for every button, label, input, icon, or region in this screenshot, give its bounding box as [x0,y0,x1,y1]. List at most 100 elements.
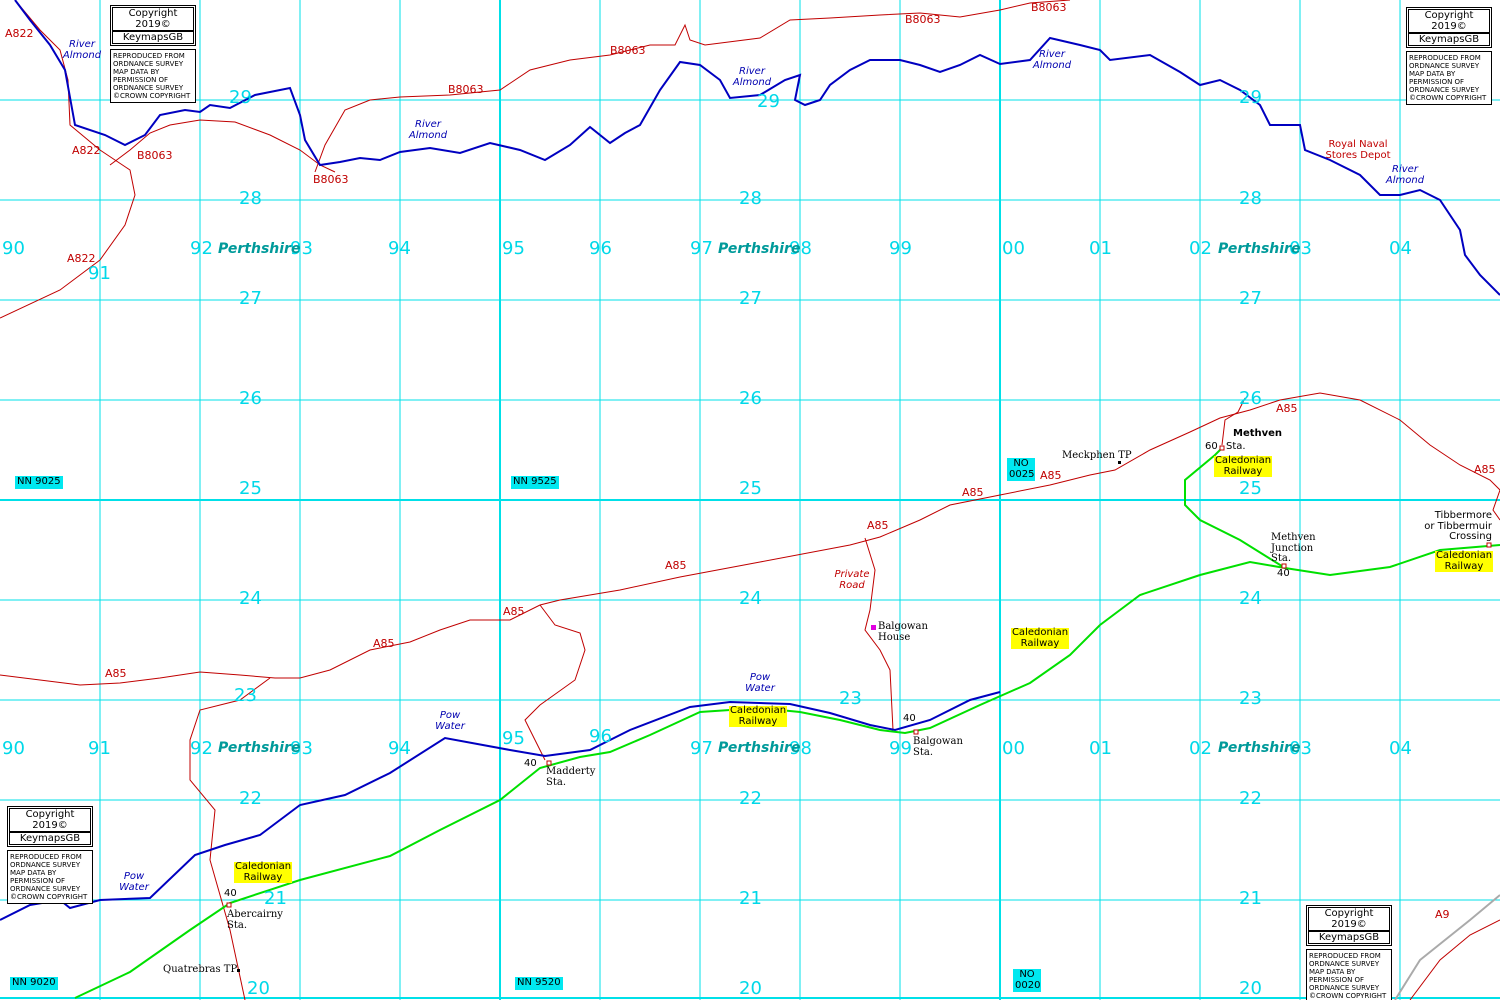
road-label: A85 [503,605,525,618]
copyright-notice: REPRODUCED FROM ORDNANCE SURVEY MAP DATA… [7,850,93,905]
place-label: Sta. [1226,441,1246,452]
copyright-box: Copyright 2019© KeymapsGB REPRODUCED FROM … [7,806,93,905]
copyright-title: Copyright 2019© KeymapsGB [1406,7,1492,48]
easting-label: 98 [789,238,812,259]
milepost: 40 [1277,568,1290,579]
copyright-brand: KeymapsGB [1308,931,1390,944]
railway-label: Caledonian Railway [1011,627,1069,649]
station-marker [1486,542,1492,548]
road [524,604,586,761]
grid-ref: NN 9020 [10,977,58,990]
house-marker [871,625,876,630]
railway-label: Caledonian Railway [234,861,292,883]
road-label: A85 [962,486,984,499]
northing-label: 26 [739,388,762,409]
river-label: Pow Water [435,710,465,732]
northing-label: 23 [234,685,257,706]
copyright-crown: ©CROWN COPYRIGHT [10,893,90,902]
easting-label: 90 [2,738,25,759]
northing-label: 27 [1239,288,1262,309]
copyright-text: REPRODUCED FROM ORDNANCE SURVEY MAP DATA… [10,853,90,894]
easting-label: 00 [1002,738,1025,759]
easting-label: 95 [502,728,525,749]
northing-label: 28 [739,188,762,209]
northing-label: 29 [229,87,252,108]
county-label: Perthshire [718,241,801,257]
grid-ref: NO 0020 [1013,969,1041,992]
road [189,677,271,1000]
easting-label: 94 [388,238,411,259]
river-label: River Almond [62,39,102,61]
northing-label: 26 [1239,388,1262,409]
road-label: A85 [105,667,127,680]
county-label: Perthshire [1218,241,1301,257]
road-label: B8063 [1031,1,1067,14]
road [1394,894,1500,1000]
easting-label: 97 [690,738,713,759]
road-label: A85 [1040,469,1062,482]
milepost: 40 [224,888,237,899]
road-label: B8063 [905,13,941,26]
county-label: Perthshire [1218,740,1301,756]
road [314,0,1071,173]
river [14,0,1500,296]
railway [74,447,1500,999]
easting-label: 01 [1089,738,1112,759]
road [864,537,894,731]
northing-label: 25 [239,478,262,499]
northing-label: 22 [239,788,262,809]
railway-label: Caledonian Railway [1214,455,1272,477]
copyright-box: Copyright 2019© KeymapsGB REPRODUCED FROM … [110,5,196,104]
station-marker [1219,445,1225,451]
road-label: B8063 [313,173,349,186]
milepost: 40 [524,758,537,769]
place-label: Abercairny Sta. [227,909,283,931]
place-label: Meckphen TP [1062,450,1132,461]
river-label: River Almond [732,66,772,88]
northing-label: 21 [264,888,287,909]
easting-label: 95 [502,238,525,259]
copyright-box: Copyright 2019© KeymapsGB REPRODUCED FROM … [1406,7,1492,106]
road-label: A822 [72,144,101,157]
road-label: B8063 [137,149,173,162]
easting-label: 96 [589,238,612,259]
county-label: Perthshire [218,241,301,257]
road-label: A85 [1474,463,1496,476]
easting-label: 02 [1189,738,1212,759]
place-label: Quatrebras TP [163,964,238,975]
river [0,691,1001,921]
road-label: A9 [1435,908,1450,921]
easting-label: 92 [190,238,213,259]
easting-label: 04 [1389,238,1412,259]
northing-label: 29 [757,91,780,112]
road-label: A85 [867,519,889,532]
road-label: B8063 [610,44,646,57]
milepost: 40 [903,713,916,724]
county-label: Perthshire [218,740,301,756]
river-label: River Almond [1385,164,1425,186]
northing-label: 28 [239,188,262,209]
northing-label: 20 [247,978,270,999]
northing-label: 23 [1239,688,1262,709]
station-marker [913,729,919,735]
copyright-year: Copyright 2019© [1308,907,1390,931]
easting-label: 03 [1289,738,1312,759]
northing-label: 25 [739,478,762,499]
grid-ref: NN 9025 [15,476,63,489]
place-label: Balgowan House [878,621,928,643]
easting-label: 99 [889,738,912,759]
northing-label: 28 [1239,188,1262,209]
road-label: A822 [67,252,96,265]
copyright-year: Copyright 2019© [112,7,194,31]
copyright-year: Copyright 2019© [1408,9,1490,33]
northing-label: 25 [1239,478,1262,499]
copyright-notice: REPRODUCED FROM ORDNANCE SURVEY MAP DATA… [110,49,196,104]
copyright-crown: ©CROWN COPYRIGHT [1409,94,1489,103]
road-label: A85 [1276,402,1298,415]
easting-label: 00 [1002,238,1025,259]
railway-label: Caledonian Railway [1435,550,1493,572]
northing-label: 24 [739,588,762,609]
copyright-text: REPRODUCED FROM ORDNANCE SURVEY MAP DATA… [1309,952,1389,993]
easting-label: 01 [1089,238,1112,259]
copyright-brand: KeymapsGB [1408,33,1490,46]
